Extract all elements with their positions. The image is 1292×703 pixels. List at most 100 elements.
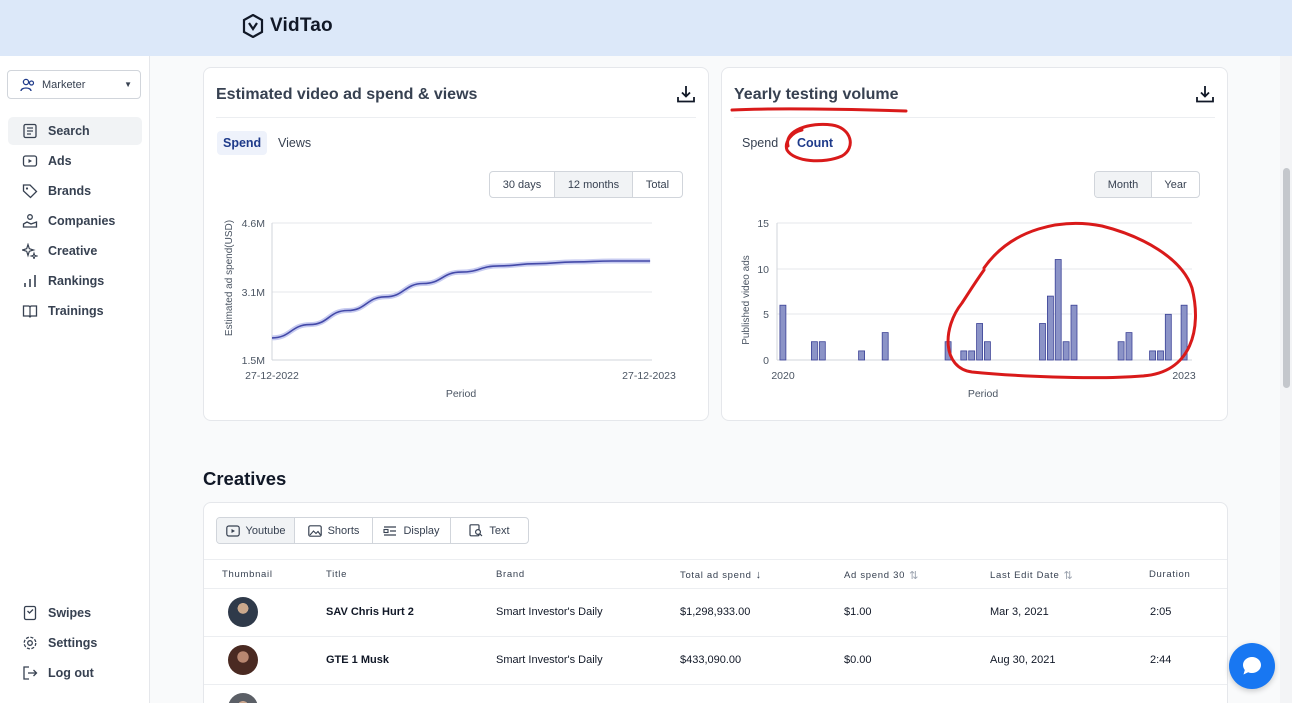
chat-button[interactable] bbox=[1229, 643, 1275, 689]
scrollbar-thumb[interactable] bbox=[1283, 168, 1290, 388]
format-tabs: Youtube Shorts Display Text bbox=[216, 517, 529, 544]
download-icon[interactable] bbox=[1195, 84, 1215, 104]
format-label: Shorts bbox=[327, 524, 360, 537]
nav-item-settings[interactable]: Settings bbox=[8, 629, 142, 657]
col-ad-spend-30[interactable]: Ad spend 30 ⇅ bbox=[844, 570, 919, 582]
volume-bar[interactable] bbox=[1039, 323, 1046, 361]
gear-icon bbox=[23, 636, 37, 650]
volume-bar[interactable] bbox=[881, 332, 889, 361]
nav-item-companies[interactable]: Companies bbox=[8, 207, 142, 235]
volume-bar[interactable] bbox=[1157, 350, 1164, 361]
y-axis-label: Published video ads bbox=[741, 255, 752, 345]
volume-bar[interactable] bbox=[968, 350, 976, 361]
brand-logo[interactable]: VidTao bbox=[242, 14, 333, 38]
tab-spend[interactable]: Spend bbox=[217, 131, 268, 155]
format-youtube-tab[interactable]: Youtube bbox=[217, 518, 295, 543]
circle-annotation bbox=[784, 122, 852, 163]
nav-item-rankings[interactable]: Rankings bbox=[8, 267, 142, 295]
volume-bar[interactable] bbox=[1062, 341, 1070, 361]
volume-bar[interactable] bbox=[818, 341, 826, 361]
row-total-spend: $433,090.00 bbox=[680, 654, 742, 666]
download-icon[interactable] bbox=[676, 84, 696, 104]
format-shorts-tab[interactable]: Shorts bbox=[295, 518, 373, 543]
underline-annotation bbox=[730, 107, 908, 113]
range-30-days-button[interactable]: 30 days bbox=[490, 172, 555, 197]
table-row[interactable]: GTE 1 Musk Smart Investor's Daily $433,0… bbox=[204, 637, 1227, 685]
row-title[interactable]: SAV Chris Hurt 2 bbox=[326, 606, 414, 618]
y-tick-3-1m: 3.1M bbox=[242, 287, 265, 299]
format-display-tab[interactable]: Display bbox=[373, 518, 451, 543]
col-brand[interactable]: Brand bbox=[496, 569, 525, 580]
col-last-edit-date[interactable]: Last Edit Date ⇅ bbox=[990, 570, 1074, 582]
range-12-months-button[interactable]: 12 months bbox=[555, 172, 633, 197]
row-brand[interactable]: Smart Investor's Daily bbox=[496, 606, 603, 618]
volume-bar[interactable] bbox=[1046, 295, 1054, 361]
y-axis-label: Estimated ad spend(USD) bbox=[224, 220, 235, 336]
sort-icon: ⇅ bbox=[909, 570, 919, 582]
nav-label: Log out bbox=[48, 666, 94, 680]
col-title[interactable]: Title bbox=[326, 569, 348, 580]
volume-bar[interactable] bbox=[1070, 304, 1078, 361]
nav-label: Creative bbox=[48, 244, 98, 258]
nav-item-search[interactable]: Search bbox=[8, 117, 142, 145]
col-duration[interactable]: Duration bbox=[1149, 569, 1191, 580]
volume-bar[interactable] bbox=[1180, 304, 1188, 361]
volume-bar[interactable] bbox=[858, 350, 866, 361]
row-spend-30: $0.00 bbox=[844, 654, 872, 666]
page-scrollbar[interactable] bbox=[1280, 56, 1292, 703]
divider bbox=[216, 117, 696, 118]
volume-bar[interactable] bbox=[983, 341, 991, 361]
sort-icon: ⇅ bbox=[1063, 570, 1074, 582]
y-tick-15: 15 bbox=[757, 218, 769, 230]
nav-label: Trainings bbox=[48, 304, 104, 318]
nav-label: Ads bbox=[48, 154, 72, 168]
video-icon bbox=[22, 155, 38, 167]
volume-bar[interactable] bbox=[1125, 332, 1133, 361]
table-row[interactable] bbox=[204, 685, 1227, 703]
table-row[interactable]: SAV Chris Hurt 2 Smart Investor's Daily … bbox=[204, 589, 1227, 637]
text-search-icon bbox=[469, 524, 483, 537]
book-icon bbox=[22, 305, 38, 318]
range-month-button[interactable]: Month bbox=[1095, 172, 1152, 197]
format-label: Display bbox=[403, 524, 440, 537]
y-tick-10: 10 bbox=[757, 264, 769, 276]
nav-label: Rankings bbox=[48, 274, 105, 288]
nav-item-trainings[interactable]: Trainings bbox=[8, 297, 142, 325]
nav-item-creative[interactable]: Creative bbox=[8, 237, 142, 265]
row-brand[interactable]: Smart Investor's Daily bbox=[496, 654, 603, 666]
format-text-tab[interactable]: Text bbox=[451, 518, 528, 543]
volume-card-title: Yearly testing volume bbox=[734, 86, 899, 103]
format-label: Youtube bbox=[245, 524, 286, 537]
range-total-button[interactable]: Total bbox=[645, 178, 670, 191]
range-year-button[interactable]: Year bbox=[1164, 178, 1187, 191]
vidtao-logo-icon bbox=[242, 14, 264, 38]
spend-range-selector: 30 days 12 months Total bbox=[489, 171, 683, 198]
format-label: Text bbox=[489, 524, 510, 537]
row-title[interactable]: GTE 1 Musk bbox=[326, 654, 389, 666]
volume-bar[interactable] bbox=[1117, 341, 1125, 361]
nav-item-logout[interactable]: Log out bbox=[8, 659, 142, 687]
top-bar: VidTao bbox=[0, 0, 1292, 56]
nav-item-ads[interactable]: Ads bbox=[8, 147, 142, 175]
col-total-ad-spend[interactable]: Total ad spend ↓ bbox=[680, 569, 762, 581]
volume-bar[interactable] bbox=[1149, 350, 1157, 361]
nav-item-swipes[interactable]: Swipes bbox=[8, 599, 142, 627]
thumbnail[interactable] bbox=[228, 693, 258, 703]
tab-count[interactable]: Count bbox=[797, 136, 834, 150]
x-axis-label: Period bbox=[968, 388, 999, 400]
list-icon bbox=[383, 525, 397, 536]
volume-bar[interactable] bbox=[779, 304, 787, 361]
tab-views[interactable]: Views bbox=[278, 136, 312, 150]
volume-bar[interactable] bbox=[960, 350, 968, 361]
search-doc-icon bbox=[23, 123, 37, 139]
nav-item-brands[interactable]: Brands bbox=[8, 177, 142, 205]
volume-bar[interactable] bbox=[1164, 313, 1172, 361]
divider bbox=[734, 117, 1215, 118]
volume-bar[interactable] bbox=[976, 323, 984, 361]
volume-bar[interactable] bbox=[811, 341, 818, 361]
thumbnail[interactable] bbox=[228, 597, 258, 627]
volume-bar[interactable] bbox=[1054, 259, 1062, 361]
role-select[interactable]: Marketer ▼ bbox=[7, 70, 141, 99]
tab-spend[interactable]: Spend bbox=[742, 136, 779, 150]
thumbnail[interactable] bbox=[228, 645, 258, 675]
